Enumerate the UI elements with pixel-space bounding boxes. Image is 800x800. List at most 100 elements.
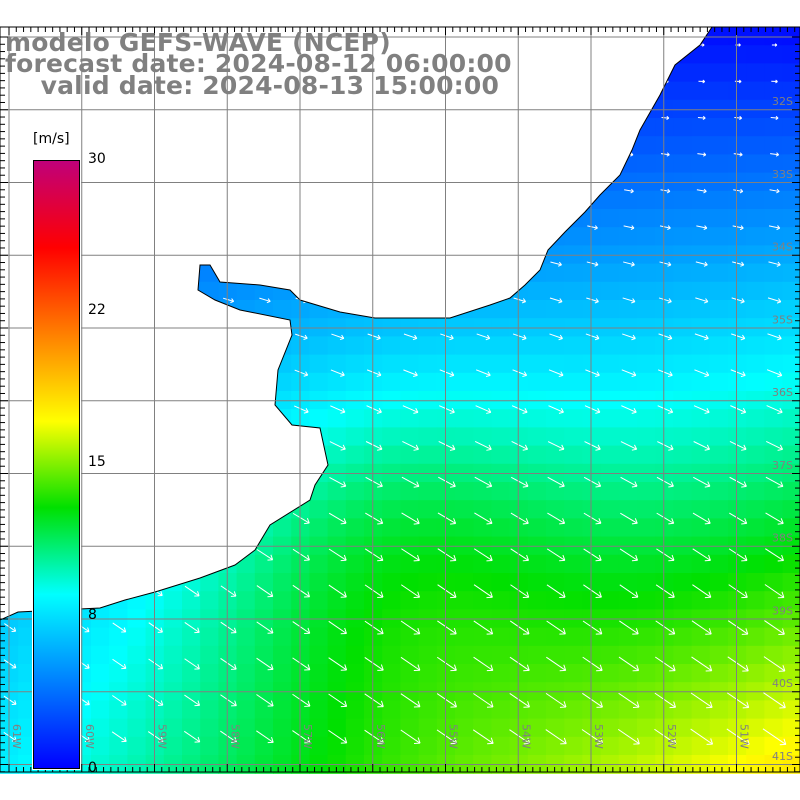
speed-cell [127, 664, 147, 683]
speed-cell [473, 627, 492, 647]
speed-cell [764, 664, 784, 683]
speed-cell [655, 645, 674, 665]
speed-cell [564, 263, 583, 283]
wind-arrow [184, 622, 200, 634]
speed-cell [527, 700, 547, 720]
speed-cell [364, 591, 383, 610]
valid-date: valid date: 2024-08-13 15:00:00 [5, 71, 500, 100]
speed-cell [436, 372, 456, 392]
axis-ticks [0, 27, 800, 773]
speed-cell [527, 718, 547, 738]
speed-cell [491, 700, 511, 720]
speed-cell [309, 664, 329, 683]
speed-cell [637, 227, 656, 246]
speed-cell [345, 700, 365, 720]
wind-arrow [765, 476, 784, 488]
speed-cell [746, 99, 765, 119]
wind-arrow [618, 692, 640, 708]
speed-cell [473, 736, 492, 756]
speed-cell [600, 700, 620, 720]
speed-cell [746, 645, 765, 665]
wind-arrow [767, 333, 782, 341]
speed-cell [418, 736, 438, 756]
wind-arrow [769, 188, 780, 194]
speed-cell [509, 518, 529, 538]
speed-cell [637, 354, 656, 374]
speed-cell [782, 63, 800, 83]
speed-cell [200, 700, 219, 720]
speed-cell [527, 736, 547, 756]
speed-cell [637, 700, 656, 720]
speed-cell [764, 372, 784, 392]
wind-arrow [440, 333, 454, 341]
speed-cell [637, 664, 656, 683]
speed-cell [637, 190, 656, 210]
speed-cell [527, 645, 547, 665]
speed-cell [582, 518, 602, 538]
speed-cell [618, 554, 638, 574]
speed-cell [455, 500, 474, 519]
speed-cell [291, 354, 310, 374]
speed-cell [582, 591, 602, 610]
speed-cell [764, 227, 784, 246]
speed-cell [491, 354, 511, 374]
speed-cell [436, 664, 456, 683]
speed-cell [764, 573, 784, 592]
speed-cell [764, 627, 784, 647]
speed-cell [746, 445, 765, 465]
latitude-label: 34S [772, 241, 793, 254]
latitude-label: 40S [772, 677, 793, 690]
speed-cell [309, 336, 329, 356]
wind-arrow [659, 225, 671, 231]
wind-arrow [364, 584, 384, 598]
speed-cell [491, 718, 511, 738]
wind-arrow [222, 297, 235, 304]
speed-cell [728, 209, 747, 228]
speed-cell [709, 700, 729, 720]
wind-arrow [400, 656, 421, 672]
wind-arrow [660, 188, 671, 194]
speed-cell [91, 736, 110, 756]
wind-arrow [583, 476, 602, 488]
colorbar-tick: 22 [88, 302, 106, 318]
speed-cell [691, 518, 711, 538]
wind-arrow [693, 405, 710, 414]
speed-cell [673, 718, 693, 738]
longitude-label: 51W [738, 724, 751, 749]
wind-arrow [364, 657, 384, 671]
speed-cell [618, 209, 638, 228]
speed-cell [273, 736, 292, 756]
speed-cell [746, 300, 765, 319]
wind-arrow [509, 729, 531, 745]
wind-arrow [436, 656, 457, 672]
wind-arrow [438, 476, 456, 488]
speed-cell [655, 99, 674, 119]
wind-arrow [402, 405, 419, 414]
speed-cell [746, 227, 765, 246]
speed-cell [527, 445, 547, 465]
speed-cell [746, 27, 765, 46]
wind-arrow [696, 188, 707, 194]
wind-arrow [511, 441, 529, 451]
wind-arrow [694, 369, 710, 378]
speed-cell [564, 372, 583, 392]
speed-cell [600, 372, 620, 392]
wind-arrow [401, 476, 420, 488]
speed-cell [618, 336, 638, 356]
speed-cell [582, 573, 602, 592]
forecast-date: forecast date: 2024-08-12 06:00:00 [5, 49, 512, 78]
wind-arrow [764, 620, 785, 636]
speed-cell [600, 300, 620, 319]
speed-cell [527, 281, 547, 301]
speed-cell [782, 154, 800, 174]
speed-cell [418, 718, 438, 738]
speed-cell [436, 645, 456, 665]
speed-cell [691, 554, 711, 574]
speed-cell [364, 409, 383, 428]
speed-cell [273, 645, 292, 665]
speed-cell [582, 554, 602, 574]
speed-cell [200, 573, 219, 592]
speed-cell [746, 573, 765, 592]
speed-cell [691, 63, 711, 83]
speed-cell [709, 136, 729, 155]
